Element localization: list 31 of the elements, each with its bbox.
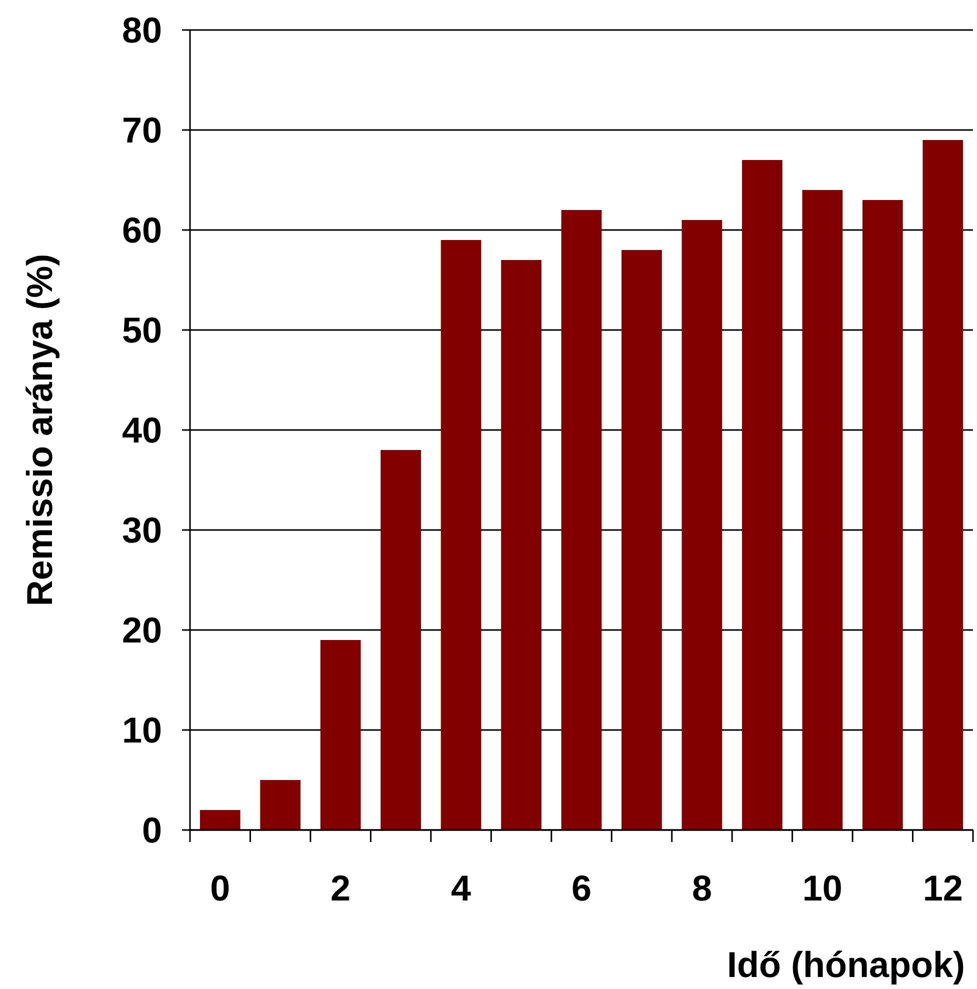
bar <box>802 190 843 830</box>
bar <box>561 210 602 830</box>
x-tick-label: 12 <box>922 868 963 909</box>
y-tick-label: 50 <box>122 310 162 351</box>
y-tick-label: 10 <box>122 710 162 751</box>
x-tick-label: 4 <box>451 868 472 909</box>
bar <box>682 220 722 830</box>
y-tick-label: 60 <box>122 210 162 251</box>
y-tick-label: 70 <box>122 110 162 151</box>
x-tick-label: 0 <box>210 868 230 909</box>
bar <box>862 200 903 830</box>
y-tick-label: 80 <box>122 10 162 51</box>
x-axis-title: Idő (hónapok) <box>727 944 965 985</box>
y-axis-title: Remissio aránya (%) <box>19 254 60 606</box>
bar <box>380 450 421 830</box>
bar <box>501 260 542 830</box>
x-tick-label: 2 <box>330 868 351 909</box>
bar <box>440 240 482 830</box>
y-tick-label: 30 <box>122 510 162 551</box>
x-tick-label: 10 <box>802 868 842 909</box>
bar <box>260 780 301 830</box>
y-tick-label: 20 <box>122 610 162 651</box>
y-tick-label: 0 <box>142 810 162 851</box>
x-tick-label: 6 <box>571 868 592 909</box>
bar <box>622 250 662 830</box>
bar <box>320 640 361 830</box>
y-tick-label: 40 <box>122 410 162 451</box>
bar <box>200 810 240 830</box>
bar <box>922 140 964 830</box>
bar <box>742 160 782 830</box>
x-tick-label: 8 <box>692 868 712 909</box>
